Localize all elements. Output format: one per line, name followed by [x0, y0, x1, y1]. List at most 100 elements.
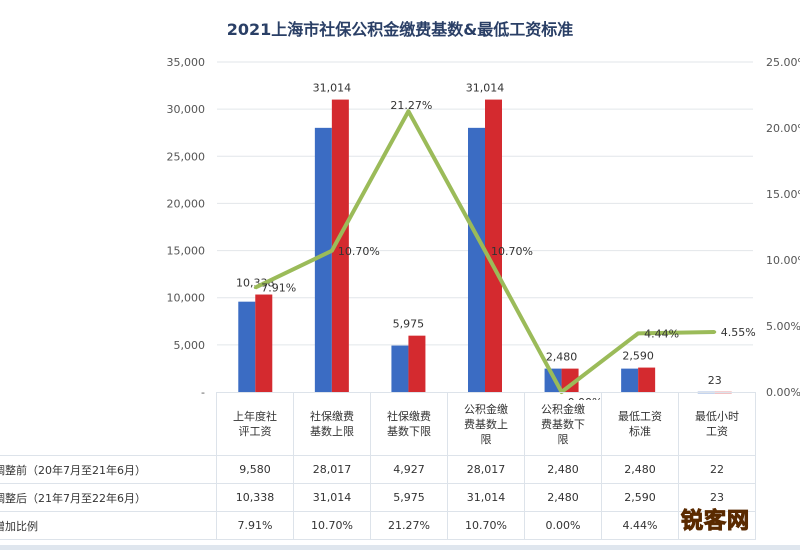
series-name: 增加比例 [0, 519, 38, 533]
right-axis-tick: 5.00% [766, 320, 800, 333]
table-cell: 2,480 [601, 455, 679, 484]
table-row: 增加比例7.91%10.70%21.27%10.70%0.00%4.44% [0, 511, 756, 540]
table-cell: 9,580 [216, 455, 294, 484]
table-cell: 0.00% [524, 511, 602, 540]
bar-value-label: 10,338 [236, 277, 275, 290]
data-table: 上年度社 评工资 社保缴费 基数上限 社保缴费 基数下限 公积金缴 费基数上限公积金缴 费基数下… [0, 392, 756, 540]
watermark-logo: 锐客网 [680, 509, 751, 535]
bar-after [255, 294, 273, 392]
table-cell: 2,480 [524, 455, 602, 484]
bar-after [485, 99, 502, 393]
category-label-line: 公积金缴 [464, 402, 508, 416]
bar-after [331, 99, 349, 393]
category-label-line: 评工资 [238, 425, 272, 438]
category-label-line: 限 [480, 432, 492, 446]
category-label-line: 限 [557, 432, 569, 446]
right-axis-tick: 20.00% [766, 122, 800, 135]
table-cell: 21.27% [370, 511, 448, 540]
category-header: 最低工资 标准 [601, 392, 679, 456]
chart-plot: -5,00010,00015,00020,00025,00030,00035,0… [167, 56, 800, 400]
table-row: 调整后（21年7月至22年6月） 10,338 31,014 5,975 31,014 2… [0, 483, 756, 512]
category-label-line: 标准 [629, 425, 651, 438]
bar-after [561, 368, 579, 392]
table-cell: 28,017 [293, 455, 371, 484]
bar-value-label: 2,480 [546, 351, 578, 364]
left-axis-tick: 20,000 [167, 197, 206, 210]
right-axis-tick: 25.00% [766, 56, 800, 69]
bar-before [314, 127, 332, 392]
category-label-line: 社保缴费 [387, 410, 431, 423]
row-header: 调整后（21年7月至22年6月） [0, 483, 217, 512]
ratio-point [483, 249, 487, 253]
series-name: 调整后（21年7月至22年6月） [0, 491, 146, 505]
ratio-value-label: 10.70% [338, 245, 380, 258]
ratio-point [406, 109, 410, 113]
category-label-line: 基数上限 [310, 425, 354, 438]
ratio-value-label: 10.70% [491, 245, 533, 258]
category-header: 上年度社 评工资 [216, 392, 294, 456]
series-name: 调整前（20年7月至21年6月） [0, 463, 146, 477]
table-cell: 5,975 [370, 483, 448, 512]
bar-after [408, 335, 426, 392]
bar-value-label: 23 [708, 374, 722, 387]
category-header: 公积金缴 费基数下限 [524, 392, 602, 456]
bar-after [638, 367, 656, 392]
row-header: 调整前（20年7月至21年6月） [0, 455, 217, 484]
table-cell: 4,927 [370, 455, 448, 484]
category-header: 社保缴费 基数下限 [370, 392, 448, 456]
category-label-line: 社保缴费 [310, 410, 354, 423]
left-axis-tick: 10,000 [167, 292, 206, 305]
table-cell: 7.91% [216, 511, 294, 540]
left-axis-tick: 35,000 [167, 56, 206, 69]
right-axis-tick: 10.00% [766, 254, 800, 267]
right-axis-tick: 0.00% [766, 386, 800, 399]
ratio-point [713, 330, 717, 334]
bar-value-label: 31,014 [466, 82, 505, 95]
table-cell: 22 [678, 455, 756, 484]
bar-before [621, 368, 639, 392]
category-label-line: 最低小时 [695, 410, 739, 423]
bar-before [238, 301, 256, 392]
table-header-row: 上年度社 评工资 社保缴费 基数上限 社保缴费 基数下限 公积金缴 费基数上限公积金缴 费基数下… [0, 392, 756, 456]
table-cell: 2,480 [524, 483, 602, 512]
table-row: 调整前（20年7月至21年6月） 9,580 28,017 4,927 28,017 2,… [0, 455, 756, 484]
category-label-line: 工资 [706, 425, 728, 438]
category-header: 公积金缴 费基数上限 [447, 392, 525, 456]
ratio-point [330, 249, 334, 253]
table-cell: 28,017 [447, 455, 525, 484]
table-cell: 31,014 [293, 483, 371, 512]
bar-value-label: 2,590 [622, 350, 654, 363]
category-label-line: 费基数上 [464, 417, 508, 431]
category-label-line: 费基数下 [541, 417, 585, 431]
right-axis-tick: 15.00% [766, 188, 800, 201]
table-cell: 2,590 [601, 483, 679, 512]
table-cell: 23 [678, 483, 756, 512]
ratio-value-label: 4.44% [644, 327, 679, 340]
table-corner [0, 392, 217, 456]
row-header: 增加比例 [0, 511, 217, 540]
table-cell: 10,338 [216, 483, 294, 512]
table-cell [678, 511, 756, 540]
left-axis-tick: 25,000 [167, 150, 206, 163]
table-cell: 4.44% [601, 511, 679, 540]
category-header: 最低小时 工资 [678, 392, 756, 456]
category-header: 社保缴费 基数上限 [293, 392, 371, 456]
bar-value-label: 31,014 [313, 82, 352, 95]
left-axis-tick: 30,000 [167, 103, 206, 116]
category-label-line: 公积金缴 [541, 402, 585, 416]
table-cell: 10.70% [293, 511, 371, 540]
chart-title: 2021上海市社保公积金缴费基数&最低工资标准 [226, 20, 574, 39]
left-axis-tick: 5,000 [174, 339, 206, 352]
ratio-value-label: 21.27% [390, 99, 432, 112]
ratio-value-label: 7.91% [261, 282, 296, 295]
ratio-point [253, 286, 257, 290]
bar-before [468, 127, 485, 392]
category-label-line: 最低工资 [618, 410, 662, 423]
category-label-line: 上年度社 [233, 410, 277, 423]
table-cell: 10.70% [447, 511, 525, 540]
ratio-value-label: 4.55% [721, 326, 756, 339]
ratio-point [636, 331, 640, 335]
table-cell: 31,014 [447, 483, 525, 512]
bar-before [391, 345, 409, 392]
